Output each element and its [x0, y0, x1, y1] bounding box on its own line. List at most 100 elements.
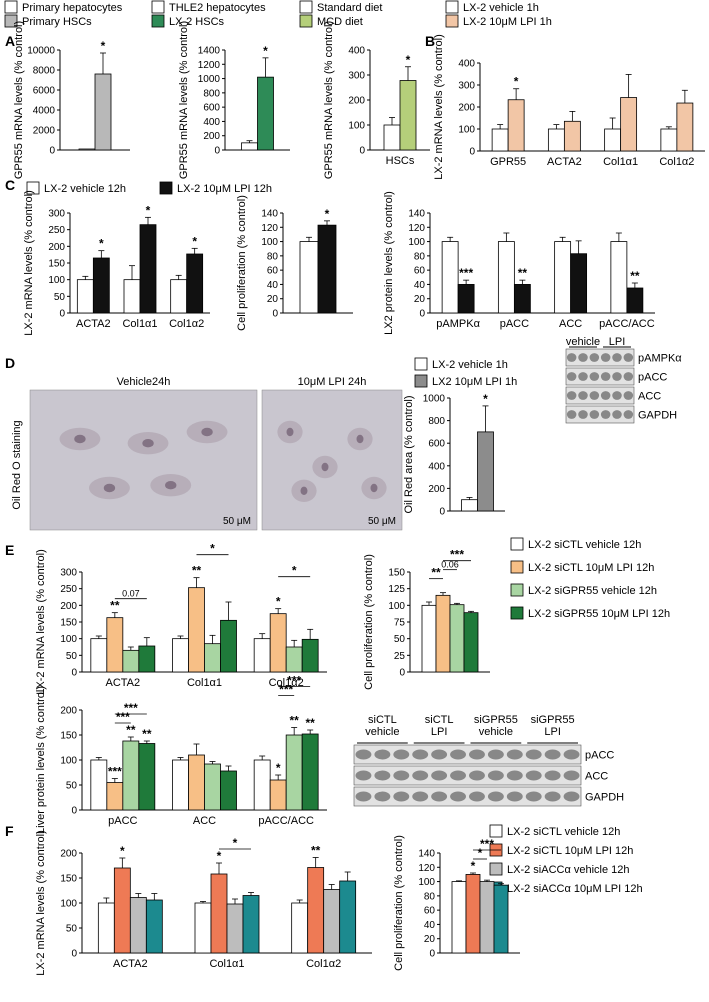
significance-mark: **: [289, 714, 299, 728]
significance-mark: *: [217, 849, 222, 863]
y-tick-label: 200: [60, 706, 77, 717]
legend-swatch: [510, 606, 524, 620]
blot-band: [393, 791, 410, 802]
significance-mark: *: [406, 53, 411, 67]
bar: [301, 638, 319, 673]
chart-B: 0 100 200 300 400 LX-2 mRNA levels (% control…: [433, 34, 705, 180]
bar: [299, 241, 319, 314]
y-tick-label: 50: [54, 292, 66, 303]
y-tick-label: 40: [424, 920, 436, 931]
legend-label: Standard diet: [317, 2, 382, 14]
y-tick-label: 1000: [423, 394, 446, 405]
bar: [421, 604, 437, 673]
bar: [113, 867, 131, 954]
chart-E3: 0 50 100 150 200 Liver protein levels (% cont…: [35, 674, 327, 834]
image-frame: [29, 389, 258, 531]
category-label: Col1α1: [187, 677, 222, 689]
y-tick-label: 140: [261, 209, 278, 220]
bar: [106, 782, 124, 811]
legend-entry: LX-2 siACCα 10μM LPI 12h: [489, 881, 643, 895]
bar: [479, 881, 495, 954]
legend-entry: LX-2 siCTL vehicle 12h: [510, 537, 641, 551]
y-tick-label: 400: [203, 117, 220, 128]
legend-entry: LX-2 siCTL vehicle 12h: [489, 824, 620, 838]
category-label: pACC: [108, 815, 137, 827]
bar: [76, 279, 94, 314]
bar: [285, 646, 303, 673]
legend-label: LX-2 10μM LPI 12h: [177, 183, 272, 195]
blot-band: [578, 353, 588, 362]
blot-band: [450, 791, 466, 802]
blot-band: [374, 749, 391, 760]
legend-entry: LX-2 vehicle 1h: [445, 0, 539, 14]
significance-mark: *: [146, 203, 151, 217]
y-tick-label: 0: [59, 309, 65, 320]
legend-label: LX2 10μM LPI 1h: [432, 376, 517, 388]
bar: [220, 619, 237, 673]
legend-label: LX-2 10μM LPI 1h: [463, 16, 552, 28]
bar: [78, 148, 96, 151]
bar: [307, 867, 325, 954]
blot-lane-header-line: LPI: [431, 726, 448, 738]
cell-nucleus: [370, 483, 378, 493]
blot-lane-header-line: siCTL: [368, 714, 397, 726]
cell-nucleus: [142, 439, 154, 448]
y-tick-label: 600: [428, 439, 445, 450]
y-tick-label: 60: [267, 266, 279, 277]
blot-band: [589, 372, 600, 381]
y-axis-label: Cell proliferation (% control): [236, 195, 248, 331]
legend-label: LX-2 siCTL 10μM LPI 12h: [528, 562, 654, 574]
legend-label: LX-2 siCTL vehicle 12h: [507, 826, 620, 838]
blot-band: [544, 791, 561, 802]
category-label: ACTA2: [547, 156, 582, 168]
blot-lane-header-line: siGPR55: [474, 714, 518, 726]
blot-band: [374, 770, 391, 781]
blot-band: [589, 410, 600, 419]
legend-entry: LX-2 siGPR55 10μM LPI 12h: [510, 606, 670, 620]
blot-lane-header: siGPR55 vehicle: [474, 714, 518, 738]
chart-A2: 0 200 400 600 800 1000 1200 1400 GPR55 mRNA leve…: [178, 21, 290, 179]
blot-band: [525, 770, 542, 781]
bar: [210, 873, 228, 954]
bar: [497, 241, 515, 314]
microscopy-image: Vehicle24h 50 μM: [29, 376, 258, 531]
blot-band: [412, 749, 429, 760]
bar: [123, 279, 141, 314]
y-axis-label: Cell proliferation (% control): [393, 835, 405, 971]
category-label: Col1α2: [269, 677, 304, 689]
blot-band: [469, 791, 485, 802]
bar: [253, 759, 271, 811]
category-label: Col1α2: [306, 958, 341, 970]
bar: [399, 80, 417, 151]
blot-lane-header: vehicle: [566, 336, 600, 348]
panel-letter-layer: A B C D E F: [5, 33, 435, 839]
category-label: ACTA2: [113, 958, 148, 970]
bar: [285, 734, 303, 811]
legend-entry: LX-2 siCTL 10μM LPI 12h: [489, 843, 633, 857]
blot-band: [544, 770, 561, 781]
bar: [172, 759, 189, 811]
legend-entry: Primary HSCs: [4, 14, 92, 28]
bar: [463, 612, 479, 673]
category-label: Col1α2: [169, 318, 204, 330]
bar: [554, 241, 572, 314]
blot-lane-header: siGPR55 LPI: [531, 714, 575, 738]
blot-band: [469, 770, 485, 781]
chart-F2: 0 20 40 60 80 100 120 140 Cell proliferation (% …: [393, 835, 520, 971]
bar: [139, 224, 157, 314]
blot-band: [412, 770, 429, 781]
significance-mark: *: [263, 44, 268, 58]
legend-swatch: [510, 583, 524, 597]
significance-mark: *: [325, 207, 330, 221]
y-tick-label: 10000: [27, 46, 55, 57]
legend-swatch: [445, 0, 459, 14]
cell-nucleus: [74, 434, 86, 444]
bar: [241, 142, 258, 151]
blot-lane-header-line: vehicle: [479, 726, 513, 738]
y-tick-label: 50: [66, 651, 78, 662]
bar: [129, 897, 147, 954]
legend-label: Primary HSCs: [22, 16, 92, 28]
blot-band: [450, 770, 466, 781]
category-label: Col1α1: [122, 318, 157, 330]
